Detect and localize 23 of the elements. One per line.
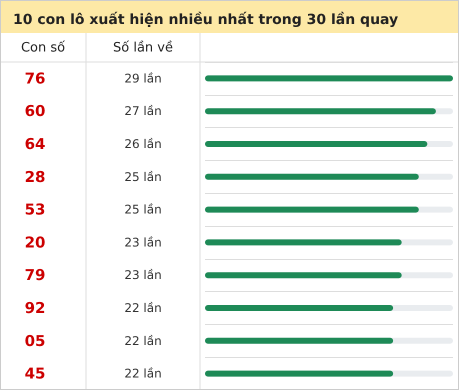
chart-title: 10 con lô xuất hiện nhiều nhất trong 30 lần quay (13, 11, 398, 28)
y-tick-label: 28 (24, 168, 46, 186)
data-label: 22 lần (124, 366, 162, 381)
data-label: 27 lần (124, 104, 162, 118)
y-tick-label: 05 (24, 332, 46, 350)
y-tick-label: 60 (24, 102, 46, 120)
data-label: 26 lần (124, 137, 162, 151)
text: Con số (20, 40, 66, 56)
y-tick-label: 76 (24, 69, 46, 88)
y-tick-label: 20 (24, 233, 46, 252)
data-label: 22 lần (124, 334, 162, 348)
data-label: 25 lần (124, 202, 162, 217)
data-label: 23 lần (124, 268, 162, 282)
y-tick-label: 92 (24, 299, 46, 317)
text: Số lần về (113, 40, 173, 56)
y-tick-label: 79 (24, 266, 46, 284)
data-label: 25 lần (124, 170, 162, 184)
y-tick-label: 64 (24, 135, 46, 153)
y-tick-label: 45 (24, 364, 46, 383)
y-tick-label: 53 (24, 200, 46, 219)
data-label: 22 lần (124, 301, 162, 315)
data-label: 23 lần (124, 235, 162, 250)
data-label: 29 lần (124, 71, 162, 86)
